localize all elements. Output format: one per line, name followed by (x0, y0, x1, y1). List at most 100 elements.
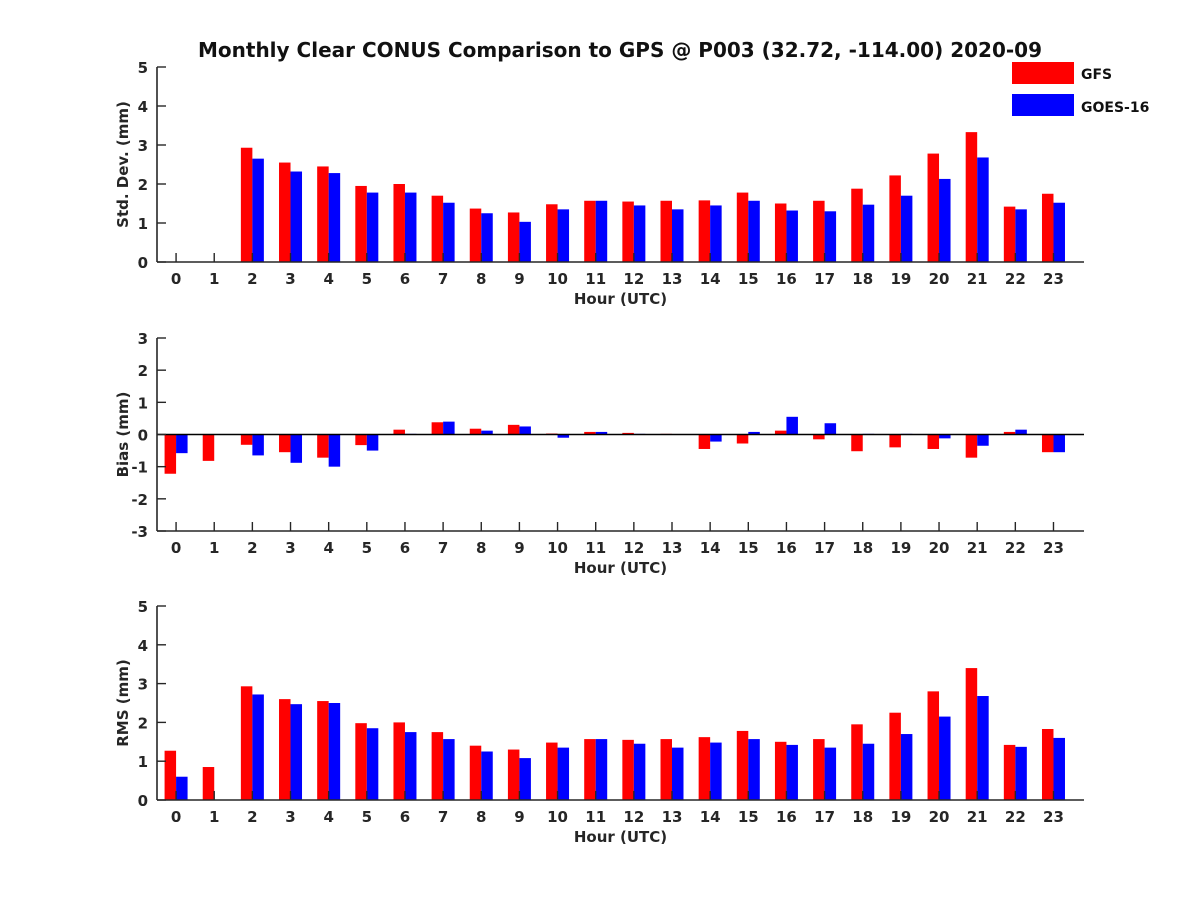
rms-xtick-label: 18 (852, 808, 873, 826)
rms-xtick-label: 9 (514, 808, 524, 826)
bias-bar-goes16-15 (748, 431, 760, 435)
rms-ytick-label: 2 (138, 714, 148, 732)
std-dev-bar-goes16-12 (633, 205, 646, 262)
bias-bar-goes16-7 (443, 421, 455, 435)
rms-bar-gfs-5 (355, 723, 367, 800)
bias-bar-gfs-16 (774, 430, 787, 435)
std-dev-bar-goes16-5 (366, 192, 379, 262)
std-dev-bar-goes16-11 (595, 200, 608, 262)
bias-xtick-label: 12 (623, 539, 644, 557)
bias-bar-gfs-12 (622, 432, 634, 435)
bias-x-axis-label: Hour (UTC) (574, 559, 667, 577)
bias-xtick-label: 2 (247, 539, 257, 557)
rms-bar-goes16-12 (633, 743, 646, 800)
rms-bar-gfs-9 (507, 749, 520, 800)
rms-x-axis-label: Hour (UTC) (574, 828, 667, 846)
rms-ytick-label: 1 (138, 753, 148, 771)
std-dev-bar-gfs-6 (393, 184, 405, 262)
std-dev-ytick-label: 2 (138, 176, 148, 194)
std-dev-xtick-label: 13 (662, 270, 683, 288)
rms-bar-gfs-10 (546, 742, 558, 800)
rms-bar-gfs-1 (202, 767, 215, 800)
std-dev-xtick-label: 5 (362, 270, 372, 288)
bias-bar-goes16-16 (786, 416, 798, 435)
std-dev-xtick-label: 20 (929, 270, 950, 288)
std-dev-bar-goes16-2 (252, 158, 264, 262)
std-dev-xtick-label: 18 (852, 270, 873, 288)
rms-bar-gfs-8 (469, 745, 482, 800)
std-dev-bar-goes16-13 (672, 209, 684, 262)
std-dev-bar-gfs-5 (355, 185, 367, 262)
std-dev-xtick-label: 22 (1005, 270, 1026, 288)
rms-bar-goes16-7 (443, 739, 455, 800)
bias-xtick-label: 15 (738, 539, 759, 557)
rms-bar-goes16-10 (557, 747, 570, 800)
rms-bar-goes16-22 (1015, 746, 1027, 800)
rms-bar-goes16-9 (519, 758, 531, 800)
rms-bar-goes16-21 (977, 696, 989, 800)
bias-y-axis-label: Bias (mm) (114, 392, 132, 478)
std-dev-bar-goes16-22 (1015, 209, 1027, 262)
legend-label-goes16: GOES-16 (1081, 100, 1149, 116)
bias-xtick-label: 11 (585, 539, 606, 557)
bias-xtick-label: 6 (400, 539, 410, 557)
std-dev-bar-gfs-23 (1041, 193, 1054, 262)
bias-xtick-label: 19 (890, 539, 911, 557)
rms-bar-goes16-3 (290, 704, 303, 800)
rms-xtick-label: 7 (438, 808, 448, 826)
rms-ytick-label: 0 (138, 792, 148, 810)
std-dev-xtick-label: 7 (438, 270, 448, 288)
rms-xtick-label: 17 (814, 808, 835, 826)
bias-xtick-label: 23 (1043, 539, 1064, 557)
rms-bar-gfs-21 (965, 668, 978, 800)
rms-xtick-label: 3 (285, 808, 295, 826)
bias-bar-goes16-11 (595, 431, 608, 435)
rms-bar-gfs-4 (317, 701, 329, 800)
std-dev-bar-gfs-20 (927, 153, 940, 262)
rms-y-axis-label: RMS (mm) (114, 659, 132, 746)
rms-xtick-label: 1 (209, 808, 219, 826)
rms-bar-goes16-5 (366, 728, 379, 800)
std-dev-bar-goes16-4 (328, 173, 341, 262)
bias-bar-gfs-9 (507, 424, 520, 435)
std-dev-bar-gfs-11 (584, 200, 596, 262)
bias-bar-gfs-21 (965, 434, 978, 458)
std-dev-ytick-label: 1 (138, 215, 148, 233)
bias-ytick-label: 0 (138, 427, 148, 445)
rms-bar-gfs-12 (622, 739, 634, 800)
std-dev-bar-gfs-15 (736, 192, 749, 262)
rms-bar-gfs-2 (240, 686, 253, 800)
std-dev-bar-gfs-2 (240, 147, 253, 262)
std-dev-bar-goes16-23 (1053, 202, 1065, 262)
bias-bar-gfs-14 (698, 434, 711, 449)
rms-bar-gfs-23 (1041, 728, 1054, 800)
bias-bar-goes16-3 (290, 434, 303, 463)
rms-bar-gfs-3 (279, 699, 291, 800)
rms-xtick-label: 4 (323, 808, 333, 826)
std-dev-bar-gfs-7 (431, 195, 444, 262)
rms-xtick-label: 8 (476, 808, 486, 826)
rms-bar-goes16-15 (748, 739, 760, 800)
bias-bar-goes16-2 (252, 434, 264, 456)
bias-bar-goes16-9 (519, 426, 531, 435)
rms-ytick-label: 4 (138, 637, 148, 655)
std-dev-bar-goes16-16 (786, 210, 798, 262)
bias-xtick-label: 8 (476, 539, 486, 557)
bias-bar-goes16-5 (366, 434, 379, 451)
rms-xtick-label: 12 (623, 808, 644, 826)
bias-bar-goes16-17 (824, 423, 837, 435)
bias-bar-goes16-23 (1053, 434, 1065, 453)
rms-bar-goes16-23 (1053, 737, 1065, 800)
rms-bar-gfs-22 (1003, 744, 1016, 800)
bias-xtick-label: 20 (929, 539, 950, 557)
rms-xtick-label: 10 (547, 808, 568, 826)
bias-ytick-label: 1 (138, 394, 148, 412)
bias-bar-gfs-3 (279, 434, 291, 453)
std-dev-x-axis-label: Hour (UTC) (574, 290, 667, 308)
std-dev-bar-goes16-6 (404, 192, 417, 262)
bias-bar-gfs-18 (851, 434, 863, 452)
rms-bar-goes16-14 (710, 742, 722, 800)
rms-bar-gfs-15 (736, 730, 749, 800)
std-dev-bar-gfs-19 (889, 175, 901, 262)
